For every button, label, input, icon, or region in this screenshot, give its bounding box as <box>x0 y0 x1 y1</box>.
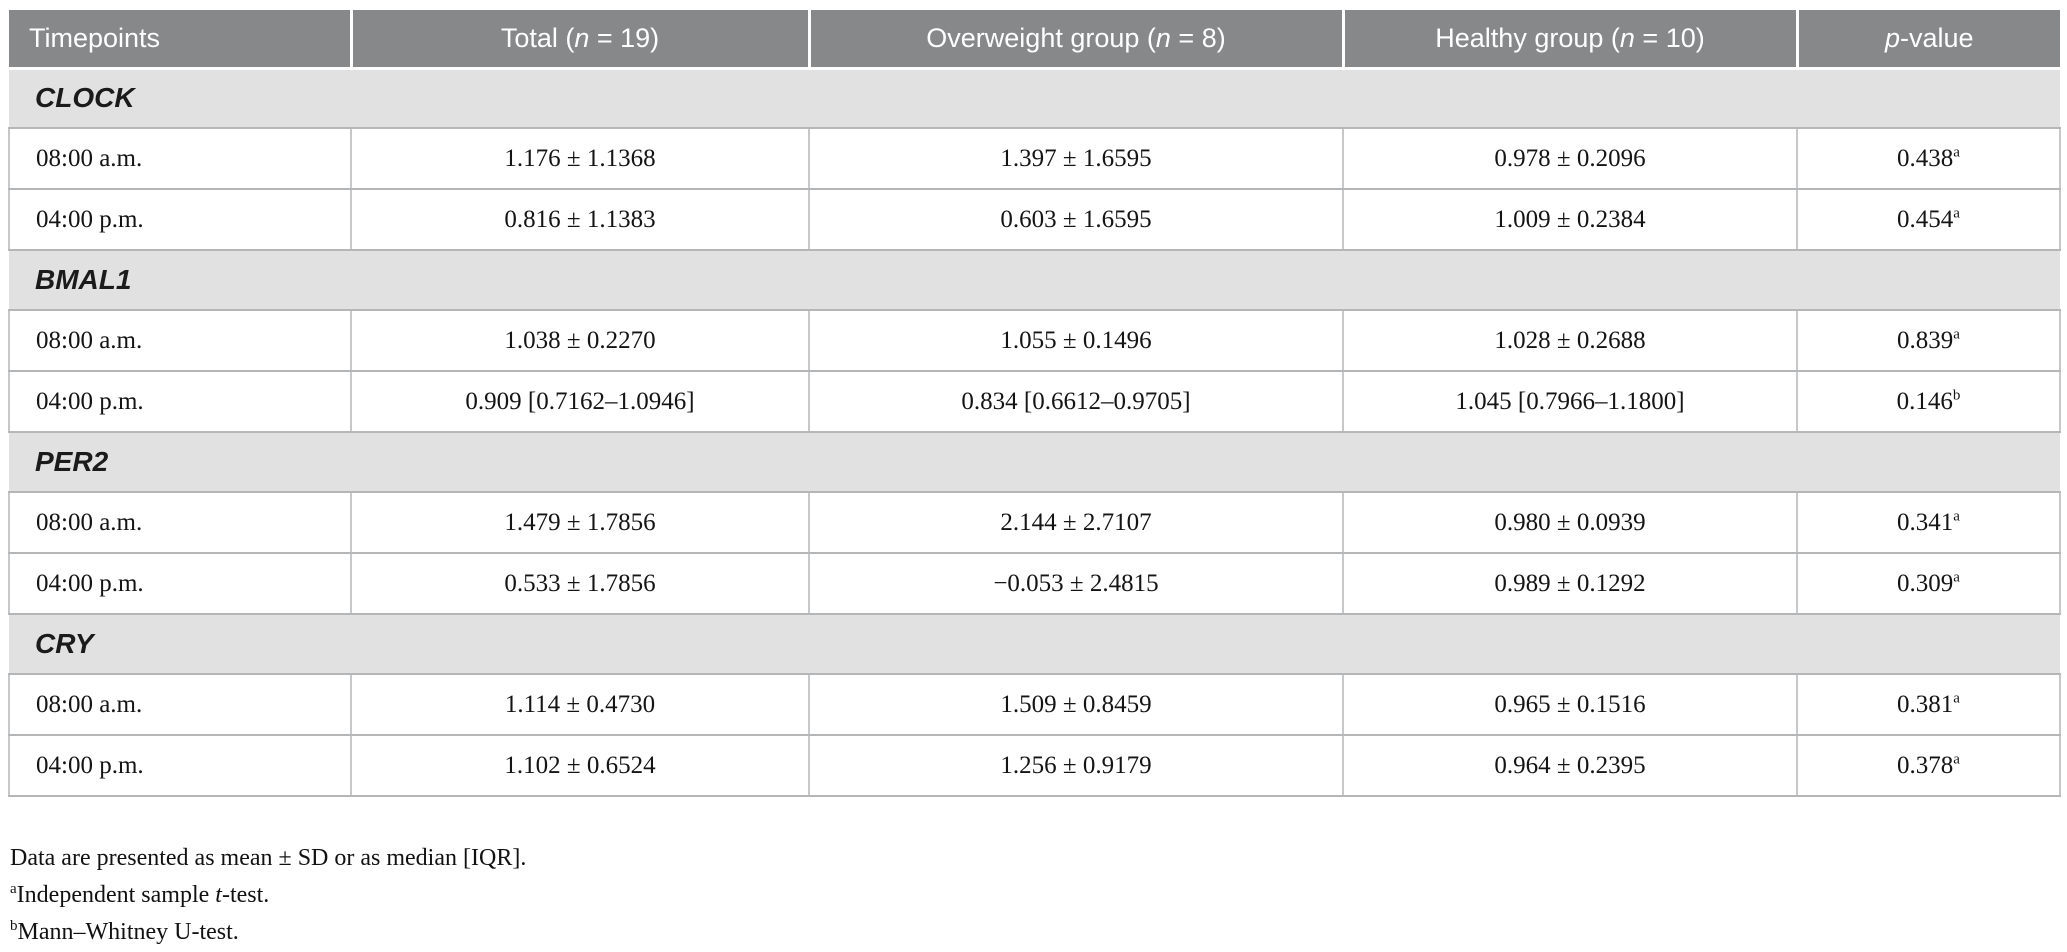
table-row: 04:00 p.m. 1.102 ± 0.6524 1.256 ± 0.9179… <box>8 735 2061 797</box>
cell-pvalue: 0.378a <box>1797 735 2061 797</box>
table-row: 08:00 a.m. 1.114 ± 0.4730 1.509 ± 0.8459… <box>8 674 2061 736</box>
cell-total: 0.816 ± 1.1383 <box>351 189 810 251</box>
cell-healthy: 1.028 ± 0.2688 <box>1343 310 1798 372</box>
cell-pvalue: 0.309a <box>1797 553 2061 615</box>
cell-healthy: 0.964 ± 0.2395 <box>1343 735 1798 797</box>
cell-pvalue: 0.454a <box>1797 189 2061 251</box>
section-row-clock: CLOCK <box>9 68 2060 129</box>
cell-healthy: 0.978 ± 0.2096 <box>1343 128 1798 190</box>
cell-overweight: −0.053 ± 2.4815 <box>809 553 1344 615</box>
footnote-marker-b: b <box>10 918 18 934</box>
table-row: 08:00 a.m. 1.176 ± 1.1368 1.397 ± 1.6595… <box>8 128 2061 190</box>
cell-pvalue: 0.381a <box>1797 674 2061 736</box>
cell-total: 1.479 ± 1.7856 <box>351 492 810 554</box>
cell-timepoint: 08:00 a.m. <box>8 310 352 372</box>
pvalue-footnote-marker: a <box>1953 690 1960 707</box>
section-label: PER2 <box>9 432 2060 493</box>
header-cell-timepoints: Timepoints <box>9 10 353 70</box>
table-row: 04:00 p.m. 0.816 ± 1.1383 0.603 ± 1.6595… <box>8 189 2061 251</box>
pvalue-footnote-marker: a <box>1953 326 1960 343</box>
cell-timepoint: 08:00 a.m. <box>8 128 352 190</box>
cell-pvalue: 0.839a <box>1797 310 2061 372</box>
cell-total: 1.176 ± 1.1368 <box>351 128 810 190</box>
gene-expression-table: Timepoints Total (n = 19) Overweight gro… <box>8 10 2061 797</box>
table-row: 04:00 p.m. 0.533 ± 1.7856 −0.053 ± 2.481… <box>8 553 2061 615</box>
table-row: 04:00 p.m. 0.909 [0.7162–1.0946] 0.834 [… <box>8 371 2061 433</box>
results-table-container: Timepoints Total (n = 19) Overweight gro… <box>8 10 2061 797</box>
cell-total: 1.038 ± 0.2270 <box>351 310 810 372</box>
table-footnotes: Data are presented as mean ± SD or as me… <box>10 840 526 951</box>
cell-healthy: 0.965 ± 0.1516 <box>1343 674 1798 736</box>
cell-overweight: 1.509 ± 0.8459 <box>809 674 1344 736</box>
cell-total: 1.114 ± 0.4730 <box>351 674 810 736</box>
header-cell-overweight: Overweight group (n = 8) <box>809 10 1345 70</box>
section-label: CRY <box>9 614 2060 675</box>
cell-overweight: 1.397 ± 1.6595 <box>809 128 1344 190</box>
footnote-data-presentation: Data are presented as mean ± SD or as me… <box>10 845 527 871</box>
cell-overweight: 0.603 ± 1.6595 <box>809 189 1344 251</box>
cell-timepoint: 04:00 p.m. <box>8 553 352 615</box>
header-label-timepoints: Timepoints <box>29 22 161 53</box>
footnote-marker-a: a <box>10 881 17 897</box>
cell-healthy: 1.045 [0.7966–1.1800] <box>1343 371 1798 433</box>
table-header-row: Timepoints Total (n = 19) Overweight gro… <box>9 10 2060 70</box>
header-cell-pvalue: p-value <box>1797 10 2060 70</box>
pvalue-footnote-marker: a <box>1953 569 1960 586</box>
pvalue-footnote-marker: a <box>1953 205 1960 222</box>
cell-overweight: 1.055 ± 0.1496 <box>809 310 1344 372</box>
section-label: CLOCK <box>9 68 2060 129</box>
cell-overweight: 1.256 ± 0.9179 <box>809 735 1344 797</box>
section-label: BMAL1 <box>9 250 2060 311</box>
cell-healthy: 0.989 ± 0.1292 <box>1343 553 1798 615</box>
pvalue-footnote-marker: a <box>1953 508 1960 525</box>
table-row: 08:00 a.m. 1.479 ± 1.7856 2.144 ± 2.7107… <box>8 492 2061 554</box>
cell-healthy: 0.980 ± 0.0939 <box>1343 492 1798 554</box>
cell-overweight: 2.144 ± 2.7107 <box>809 492 1344 554</box>
cell-timepoint: 08:00 a.m. <box>8 492 352 554</box>
cell-total: 1.102 ± 0.6524 <box>351 735 810 797</box>
table-row: 08:00 a.m. 1.038 ± 0.2270 1.055 ± 0.1496… <box>8 310 2061 372</box>
pvalue-footnote-marker: a <box>1953 144 1960 161</box>
section-row-bmal1: BMAL1 <box>9 250 2060 311</box>
section-row-per2: PER2 <box>9 432 2060 493</box>
footnote-t-test: aIndependent sample t-test. <box>10 881 270 909</box>
cell-total: 0.533 ± 1.7856 <box>351 553 810 615</box>
cell-timepoint: 04:00 p.m. <box>8 371 352 433</box>
cell-overweight: 0.834 [0.6612–0.9705] <box>809 371 1344 433</box>
header-cell-total: Total (n = 19) <box>351 10 811 70</box>
cell-pvalue: 0.341a <box>1797 492 2061 554</box>
section-row-cry: CRY <box>9 614 2060 675</box>
header-cell-healthy: Healthy group (n = 10) <box>1343 10 1799 70</box>
cell-pvalue: 0.438a <box>1797 128 2061 190</box>
cell-healthy: 1.009 ± 0.2384 <box>1343 189 1798 251</box>
cell-timepoint: 04:00 p.m. <box>8 189 352 251</box>
pvalue-footnote-marker: a <box>1953 751 1960 768</box>
cell-pvalue: 0.146b <box>1797 371 2061 433</box>
cell-timepoint: 08:00 a.m. <box>8 674 352 736</box>
footnote-mann-whitney: bMann–Whitney U-test. <box>10 918 239 946</box>
cell-timepoint: 04:00 p.m. <box>8 735 352 797</box>
cell-total: 0.909 [0.7162–1.0946] <box>351 371 810 433</box>
pvalue-footnote-marker: b <box>1952 387 1961 404</box>
